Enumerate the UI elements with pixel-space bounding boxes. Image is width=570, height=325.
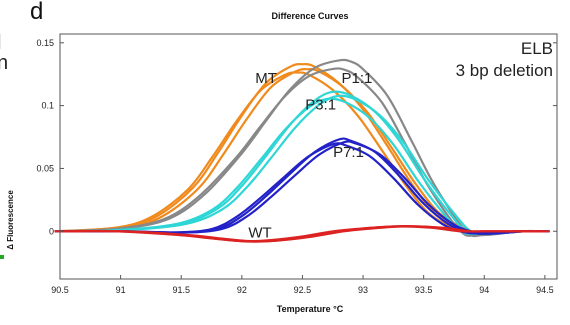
x-tick-label: 93.5 bbox=[415, 285, 433, 295]
series-line-p1-1 bbox=[54, 67, 540, 237]
series-line-wt bbox=[64, 225, 550, 243]
left-edge-fragment: n bbox=[0, 52, 9, 74]
x-tick-label: 93 bbox=[358, 285, 368, 295]
series-line-p7-1 bbox=[64, 140, 550, 235]
series-annotation-p3-1: P3:1 bbox=[305, 96, 336, 113]
series-line-mt bbox=[64, 68, 550, 235]
series-line-p7-1 bbox=[59, 137, 545, 235]
corner-annotation: 3 bp deletion bbox=[456, 61, 553, 80]
annotation-group: MT P1:1 P3:1 P7:1 WT ELB 3 bp deletion bbox=[248, 39, 553, 242]
tick-group: 90.5 91 91.5 92 92.5 93 93.5 94 94.5 0 0.05 0.1 0.15 bbox=[36, 38, 557, 295]
x-axis-label: Temperature °C bbox=[276, 304, 344, 314]
x-tick-label: 91 bbox=[116, 285, 126, 295]
chart-title: Difference Curves bbox=[271, 11, 349, 21]
series-annotation-p7-1: P7:1 bbox=[333, 144, 364, 161]
axes-frame bbox=[59, 33, 558, 280]
series-annotation-p1-1: P1:1 bbox=[342, 70, 373, 87]
series-annotation-mt: MT bbox=[255, 70, 277, 87]
y-tick-label: 0.05 bbox=[36, 163, 54, 173]
x-tick-label: 90.5 bbox=[51, 285, 69, 295]
series-line-p1-1 bbox=[59, 58, 545, 238]
series-annotation-wt: WT bbox=[248, 225, 271, 242]
x-tick-label: 92 bbox=[237, 285, 247, 295]
left-edge-fragment: l bbox=[0, 32, 1, 55]
y-tick-label: 0.1 bbox=[41, 101, 54, 111]
y-tick-label: 0 bbox=[49, 226, 54, 236]
y-tick-label: 0.15 bbox=[36, 38, 54, 48]
series-line-p7-1 bbox=[54, 142, 540, 235]
panel-letter: d bbox=[30, 0, 44, 25]
corner-annotation: ELB bbox=[521, 39, 553, 58]
series-line-mt bbox=[54, 71, 540, 235]
x-tick-label: 91.5 bbox=[172, 285, 190, 295]
series-line-mt bbox=[59, 63, 545, 235]
x-tick-label: 94 bbox=[479, 285, 489, 295]
left-edge-color-fragment bbox=[0, 255, 4, 259]
series-group bbox=[54, 58, 550, 243]
x-tick-label: 92.5 bbox=[294, 285, 312, 295]
x-tick-label: 94.5 bbox=[536, 285, 554, 295]
